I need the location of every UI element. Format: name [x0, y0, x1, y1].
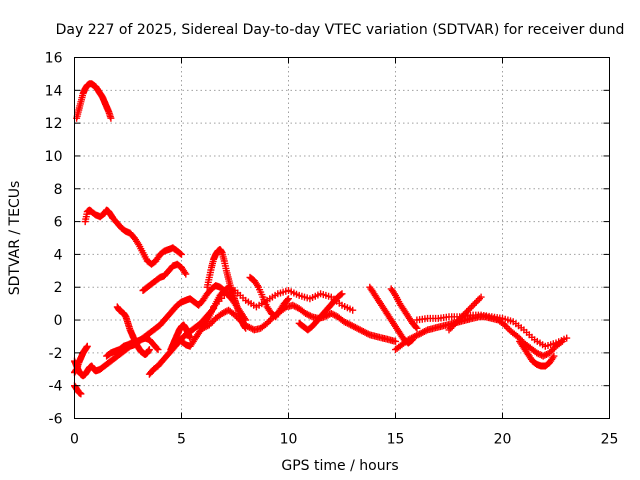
- x-tick-label: 5: [177, 432, 186, 448]
- chart-title: Day 227 of 2025, Sidereal Day-to-day VTE…: [56, 22, 625, 38]
- series-track-10: [167, 321, 194, 354]
- y-tick-label: 10: [45, 149, 63, 165]
- x-tick-label: 10: [280, 432, 298, 448]
- data-points: [71, 80, 571, 398]
- y-tick-label: 12: [45, 116, 63, 132]
- y-tick-label: 0: [54, 313, 63, 329]
- y-tick-label: -2: [49, 346, 63, 362]
- x-tick-label: 0: [70, 432, 79, 448]
- plus-markers: [210, 287, 357, 314]
- x-tick-label: 15: [387, 432, 405, 448]
- axis-ticks: 0 5 10 15 20 25 -6 -4 -2 0 2 4 6 8 10 12 14 16: [45, 51, 619, 448]
- y-axis-label: SDTVAR / TECUs: [7, 181, 23, 296]
- series-track-5: [71, 382, 85, 398]
- plus-markers: [167, 321, 194, 354]
- plus-markers: [387, 285, 421, 332]
- plus-markers: [71, 382, 85, 398]
- plus-markers: [246, 273, 292, 321]
- y-tick-label: 6: [54, 215, 63, 231]
- series-track-22: [516, 337, 558, 370]
- series-track-14: [210, 287, 357, 314]
- series-track-20: [413, 311, 571, 350]
- y-tick-label: -6: [49, 412, 63, 428]
- x-axis-label: GPS time / hours: [281, 458, 398, 474]
- series-track-8: [103, 334, 162, 360]
- plot-frame: [74, 57, 610, 419]
- series-track-1: [73, 80, 115, 122]
- series-track-16: [295, 290, 346, 334]
- series-track-3: [139, 260, 190, 294]
- y-tick-label: 16: [45, 51, 63, 67]
- series-track-15: [246, 273, 292, 321]
- plus-markers: [81, 206, 185, 268]
- plus-markers: [516, 337, 558, 370]
- series-track-13: [199, 301, 399, 345]
- series-track-2: [81, 206, 185, 268]
- x-tick-label: 20: [494, 432, 512, 448]
- plus-markers: [103, 334, 162, 360]
- plus-markers: [73, 80, 115, 122]
- y-tick-label: 2: [54, 280, 63, 296]
- series-track-18: [387, 285, 421, 332]
- y-tick-label: -4: [49, 379, 63, 395]
- x-tick-label: 25: [601, 432, 619, 448]
- y-tick-label: 4: [54, 247, 63, 263]
- y-tick-label: 8: [54, 182, 63, 198]
- plus-markers: [445, 293, 485, 334]
- series-track-21: [445, 293, 485, 334]
- plus-markers: [139, 260, 190, 294]
- plus-markers: [413, 311, 571, 350]
- plus-markers: [295, 290, 346, 334]
- plus-markers: [199, 301, 399, 345]
- y-tick-label: 14: [45, 83, 63, 99]
- grid: [74, 57, 610, 419]
